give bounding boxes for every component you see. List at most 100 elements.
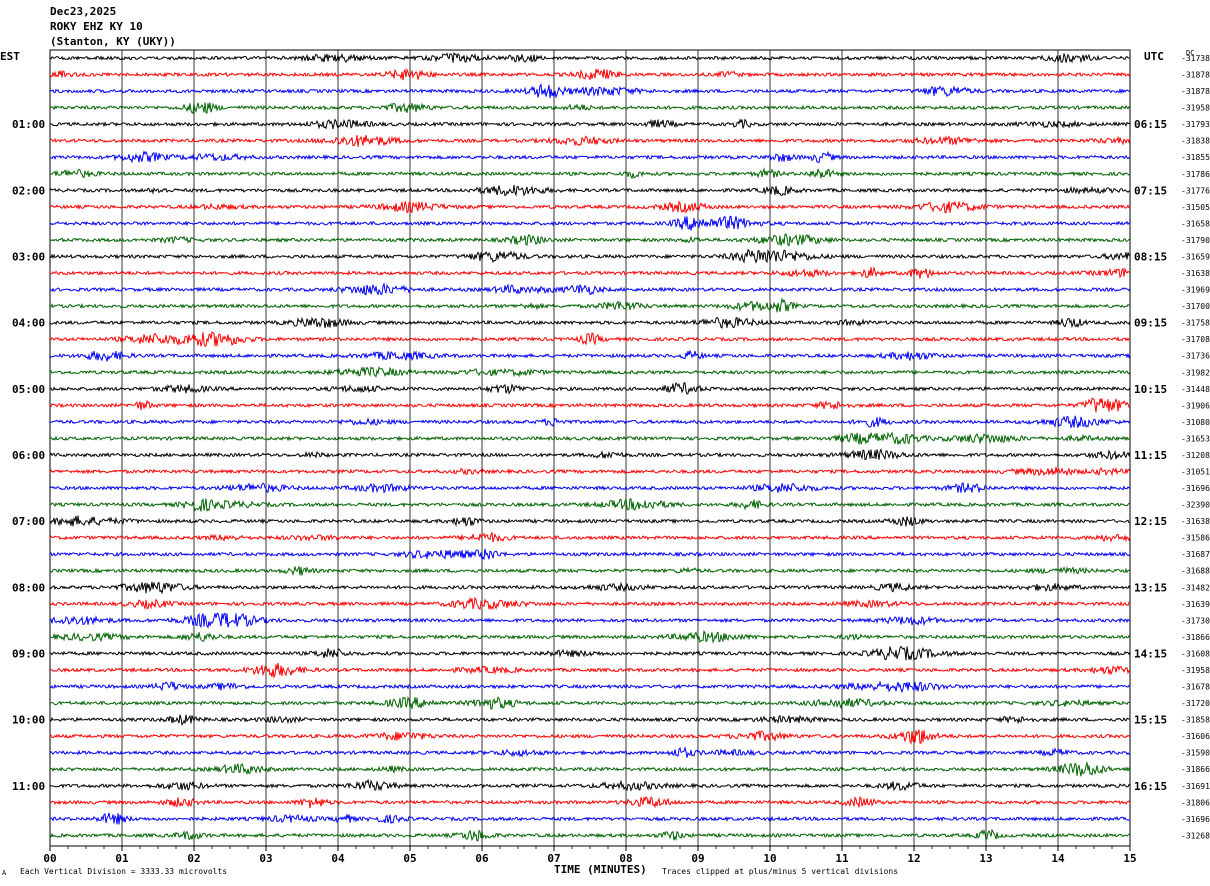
seismic-trace [49, 482, 1131, 494]
x-tick-label: 03 [259, 852, 272, 865]
dc-offset-label: -31982 [1181, 368, 1210, 377]
clip-note: Traces clipped at plus/minus 5 vertical … [662, 867, 899, 876]
dc-offset-label: -31638 [1181, 269, 1210, 278]
seismic-trace [49, 67, 1131, 81]
location-label: (Stanton, KY (UKY)) [50, 35, 176, 48]
left-hour-label: 08:00 [12, 581, 45, 594]
seismic-trace [49, 466, 1131, 477]
corner-mark: A [2, 869, 7, 877]
left-hour-label: 05:00 [12, 383, 45, 396]
left-timezone-label: EST [0, 50, 20, 63]
seismic-trace [49, 266, 1131, 280]
seismic-trace [49, 102, 1131, 114]
x-tick-label: 05 [403, 852, 416, 865]
dc-offset-label: -31758 [1181, 319, 1210, 328]
seismic-trace [49, 745, 1131, 758]
x-tick-label: 10 [763, 852, 776, 865]
dc-offset-label: -31678 [1181, 683, 1210, 692]
dc-offset-label: -31080 [1181, 418, 1210, 427]
dc-offset-label: -31051 [1181, 468, 1210, 477]
x-tick-label: 15 [1123, 852, 1136, 865]
seismic-trace [49, 316, 1131, 329]
dc-offset-label: -31906 [1181, 401, 1210, 410]
seismic-trace [49, 415, 1131, 429]
x-tick-label: 09 [691, 852, 704, 865]
x-tick-label: 00 [43, 852, 56, 865]
dc-offset-label: -31720 [1181, 699, 1210, 708]
dc-offset-label: -31878 [1181, 71, 1210, 80]
right-hour-label: 15:15 [1134, 714, 1167, 727]
date-label: Dec23,2025 [50, 5, 117, 18]
x-tick-label: 04 [331, 852, 345, 865]
seismic-trace [49, 828, 1131, 842]
x-tick-label: 02 [187, 852, 200, 865]
dc-offset-label: -31448 [1181, 385, 1210, 394]
seismic-trace [49, 612, 1131, 629]
seismic-trace [49, 796, 1131, 809]
x-tick-label: 13 [979, 852, 992, 865]
dc-offset-label: -31639 [1181, 600, 1210, 609]
x-tick-label: 08 [619, 852, 632, 865]
seismic-trace [49, 51, 1131, 64]
plot-frame [49, 49, 1131, 847]
left-hour-label: 02:00 [12, 184, 45, 197]
dc-offset-label: -31482 [1181, 583, 1210, 592]
seismic-trace [49, 714, 1131, 726]
dc-label: DC [1186, 49, 1195, 57]
seismic-trace [49, 134, 1131, 147]
seismic-trace [49, 381, 1131, 395]
dc-offset-label: -31606 [1181, 732, 1210, 741]
x-tick-label: 12 [907, 852, 920, 865]
dc-offset-label: -31505 [1181, 203, 1210, 212]
right-hour-label: 16:15 [1134, 780, 1167, 793]
seismic-trace [49, 729, 1131, 745]
right-timezone-label: UTC [1144, 50, 1164, 63]
seismic-trace [49, 167, 1131, 180]
seismic-trace [49, 498, 1131, 513]
dc-offset-label: -31608 [1181, 649, 1210, 658]
right-hour-label: 07:15 [1134, 184, 1167, 197]
seismic-trace [49, 297, 1131, 313]
seismic-trace [49, 645, 1131, 662]
dc-offset-label: -31590 [1181, 749, 1210, 758]
dc-offset-label: -31858 [1181, 716, 1210, 725]
dc-offset-label: -31866 [1181, 765, 1210, 774]
seismic-trace [49, 215, 1131, 231]
dc-offset-label: -31659 [1181, 252, 1210, 261]
seismic-trace [49, 366, 1131, 378]
seismic-trace [49, 233, 1131, 247]
seismic-trace [49, 331, 1131, 347]
dc-offset-label: -31776 [1181, 186, 1210, 195]
x-axis-title: TIME (MINUTES) [554, 863, 647, 876]
seismic-trace [49, 515, 1131, 527]
seismic-trace [49, 778, 1131, 792]
dc-offset-label: -31268 [1181, 831, 1210, 840]
seismic-trace [49, 662, 1131, 679]
dc-offset-label: -31700 [1181, 302, 1210, 311]
right-hour-label: 13:15 [1134, 581, 1167, 594]
seismic-trace [49, 185, 1131, 197]
dc-offset-label: -31786 [1181, 170, 1210, 179]
seismic-trace [49, 565, 1131, 577]
seismic-trace [49, 397, 1131, 413]
seismic-trace [49, 531, 1131, 543]
dc-offset-label: -31793 [1181, 120, 1210, 129]
left-hour-label: 11:00 [12, 780, 45, 793]
dc-offset-label: -31838 [1181, 137, 1210, 146]
seismic-trace [49, 548, 1131, 562]
seismic-trace [49, 118, 1131, 130]
dc-offset-label: -31708 [1181, 335, 1210, 344]
right-hour-label: 11:15 [1134, 449, 1167, 462]
right-hour-label: 10:15 [1134, 383, 1167, 396]
dc-offset-label: -31878 [1181, 87, 1210, 96]
seismic-trace [49, 680, 1131, 694]
left-hour-label: 04:00 [12, 317, 45, 330]
right-hour-label: 14:15 [1134, 647, 1167, 660]
dc-offset-label: -31691 [1181, 782, 1210, 791]
dc-offset-label: -31738 [1181, 54, 1210, 63]
seismic-trace [49, 812, 1131, 825]
dc-offset-label: -31586 [1181, 534, 1210, 543]
seismic-trace [49, 248, 1131, 264]
dc-offset-label: -31736 [1181, 352, 1210, 361]
